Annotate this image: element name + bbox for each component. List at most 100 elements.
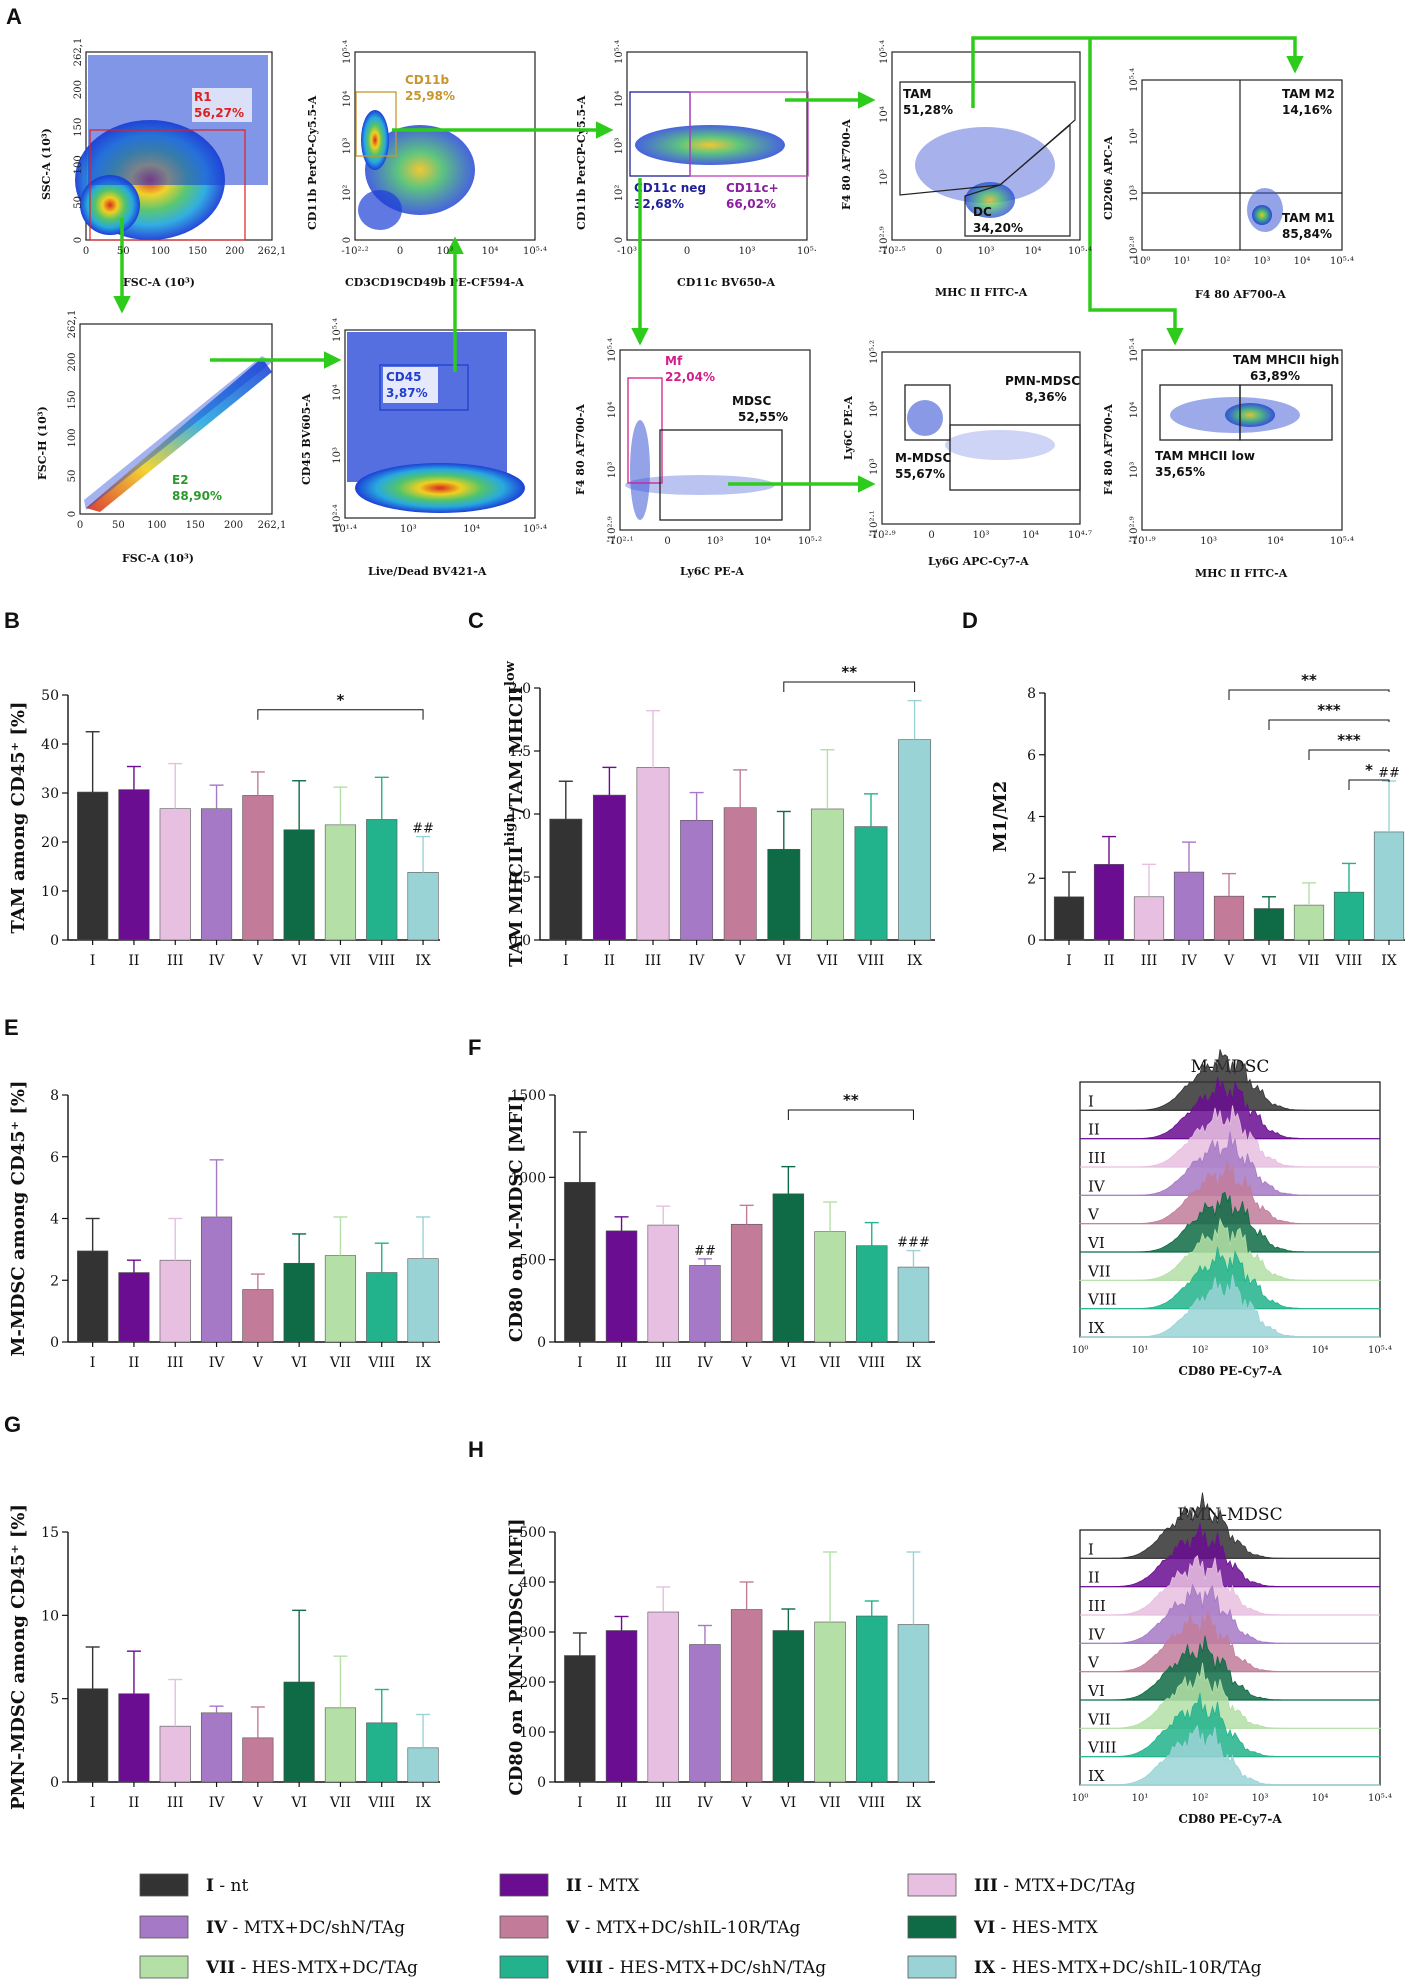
x-tick-label: VI <box>780 1795 797 1811</box>
gate-name: DC <box>973 205 992 219</box>
flow-x-tick: 10⁴ <box>463 524 480 535</box>
flow-x-tick: 10⁵·⁴ <box>1068 246 1092 257</box>
histogram-row-label: IV <box>1088 1177 1106 1195</box>
legend-item-VIII: VIII - HES-MTX+DC/shN/TAg <box>499 1955 826 1979</box>
gate-name: CD11b <box>405 73 449 87</box>
flow-plot-cd11b: CD11b 25,98% CD3CD19CD49b PE-CF594-A CD1… <box>306 51 536 289</box>
flow-x-tick: 100 <box>147 520 166 531</box>
flow-x-tick: 100 <box>151 246 170 257</box>
y-tick-label: 0.0 <box>509 933 531 949</box>
y-tick-label: 6 <box>50 1150 59 1166</box>
legend-label: VII - HES-MTX+DC/TAg <box>205 1958 418 1978</box>
y-axis-label: F4 80 AF700-A <box>574 404 587 495</box>
flow-y-tick: 0 <box>342 237 353 243</box>
bar-IX <box>898 739 932 941</box>
legend-swatch <box>907 1873 957 1897</box>
legend-label: II - MTX <box>566 1876 640 1896</box>
bar-I <box>77 1250 109 1343</box>
x-tick-label: III <box>167 1355 184 1371</box>
gate-dc <box>964 123 1071 237</box>
histogram-x-label: CD80 PE-Cy7-A <box>1178 1364 1282 1378</box>
significance-label: * <box>1365 761 1373 779</box>
x-tick-label: VIII <box>367 1795 395 1811</box>
histogram-x-tick: 10¹ <box>1132 1345 1149 1356</box>
histogram-x-tick: 10² <box>1192 1793 1209 1804</box>
gate-value: 85,84% <box>1282 227 1332 241</box>
x-tick-label: IX <box>1381 953 1397 969</box>
y-tick-label: 8 <box>50 1088 59 1104</box>
flow-x-tick: 10⁴ <box>482 246 499 257</box>
panel-label-h: H <box>468 1437 484 1462</box>
flow-y-tick: 10⁵·⁴ <box>1129 338 1140 362</box>
panel-label-b: B <box>4 608 20 633</box>
x-axis-label: CD3CD19CD49b PE-CF594-A <box>345 276 524 289</box>
flow-x-tick: 0 <box>77 520 83 531</box>
y-tick-label: 400 <box>519 1575 546 1591</box>
x-tick-label: IX <box>906 1355 922 1371</box>
x-tick-label: IX <box>906 1795 922 1811</box>
y-tick-label: 0 <box>537 1335 546 1351</box>
bar-IV <box>680 819 714 941</box>
bar-III <box>159 808 191 941</box>
bar-VI <box>772 1193 805 1343</box>
flow-y-tick: 50 <box>67 470 78 483</box>
flow-x-tick: 200 <box>224 520 243 531</box>
y-axis-title: M1/M2 <box>990 781 1011 852</box>
legend-item-V: V - MTX+DC/shIL-10R/TAg <box>499 1915 800 1939</box>
y-tick-label: 10 <box>41 1608 59 1624</box>
bar-VIII <box>366 1272 398 1343</box>
y-tick-label: 0 <box>50 1775 59 1791</box>
x-tick-label: I <box>563 953 569 969</box>
bar-IV <box>689 1265 721 1343</box>
y-tick-label: 0 <box>1027 933 1036 949</box>
y-tick-label: 0 <box>537 1775 546 1791</box>
histogram-row-label: III <box>1088 1149 1106 1167</box>
histogram-row-label: IX <box>1088 1319 1105 1337</box>
flow-x-tick: 10⁴ <box>1267 536 1284 547</box>
y-tick-label: 30 <box>41 786 59 802</box>
bar-IX <box>897 1266 930 1343</box>
gate-name: TAM M1 <box>1282 211 1335 225</box>
hash-label: ## <box>1378 766 1400 781</box>
legend-label: VI - HES-MTX <box>973 1918 1099 1938</box>
x-tick-label: I <box>90 1355 96 1371</box>
bar-III <box>647 1611 679 1783</box>
histogram-row-label: VI <box>1087 1234 1105 1252</box>
flow-y-tick: 100 <box>73 155 84 174</box>
x-tick-label: V <box>252 1355 264 1371</box>
bar-VIII <box>366 1722 398 1783</box>
flow-x-tick: 50 <box>112 520 125 531</box>
flow-x-tick: 10³ <box>1200 536 1217 547</box>
x-tick-label: III <box>655 1795 672 1811</box>
bar-VI <box>772 1630 805 1783</box>
gate-value: 32,68% <box>634 197 684 211</box>
x-tick-label: IX <box>907 953 923 969</box>
x-tick-label: VIII <box>1335 953 1363 969</box>
x-tick-label: IV <box>689 953 706 969</box>
gate-name: R1 <box>194 90 212 104</box>
flow-x-tick: 0 <box>936 246 942 257</box>
gate-mhcii-high <box>1239 384 1333 441</box>
bar-IX <box>407 872 439 941</box>
y-axis-label: CD11b PerCP-Cy5.5-A <box>575 95 588 230</box>
y-axis-label: CD206 APC-A <box>1102 136 1115 220</box>
flow-y-tick: 200 <box>73 80 84 99</box>
y-axis-label: CD45 BV605-A <box>300 393 313 485</box>
gate-value: 14,16% <box>1282 103 1332 117</box>
histogram-row-label: V <box>1087 1206 1100 1224</box>
y-tick-label: 200 <box>519 1675 546 1691</box>
y-tick-label: 1500 <box>510 1088 546 1104</box>
flow-x-tick: 262,1 <box>258 246 287 257</box>
y-axis-label: F4 80 AF700-A <box>840 119 853 210</box>
y-tick-label: 2 <box>1027 871 1036 887</box>
y-axis-title: TAM among CD45⁺ [%] <box>8 701 29 933</box>
significance-bracket <box>1308 749 1390 760</box>
flow-y-tick: 10⁵·⁴ <box>1129 68 1140 92</box>
legend-swatch <box>499 1873 549 1897</box>
y-tick-label: 100 <box>519 1725 546 1741</box>
bar-V <box>242 1289 274 1343</box>
y-axis-title: TAM MHCIIhigh/TAM MHCIIlow <box>503 660 527 966</box>
